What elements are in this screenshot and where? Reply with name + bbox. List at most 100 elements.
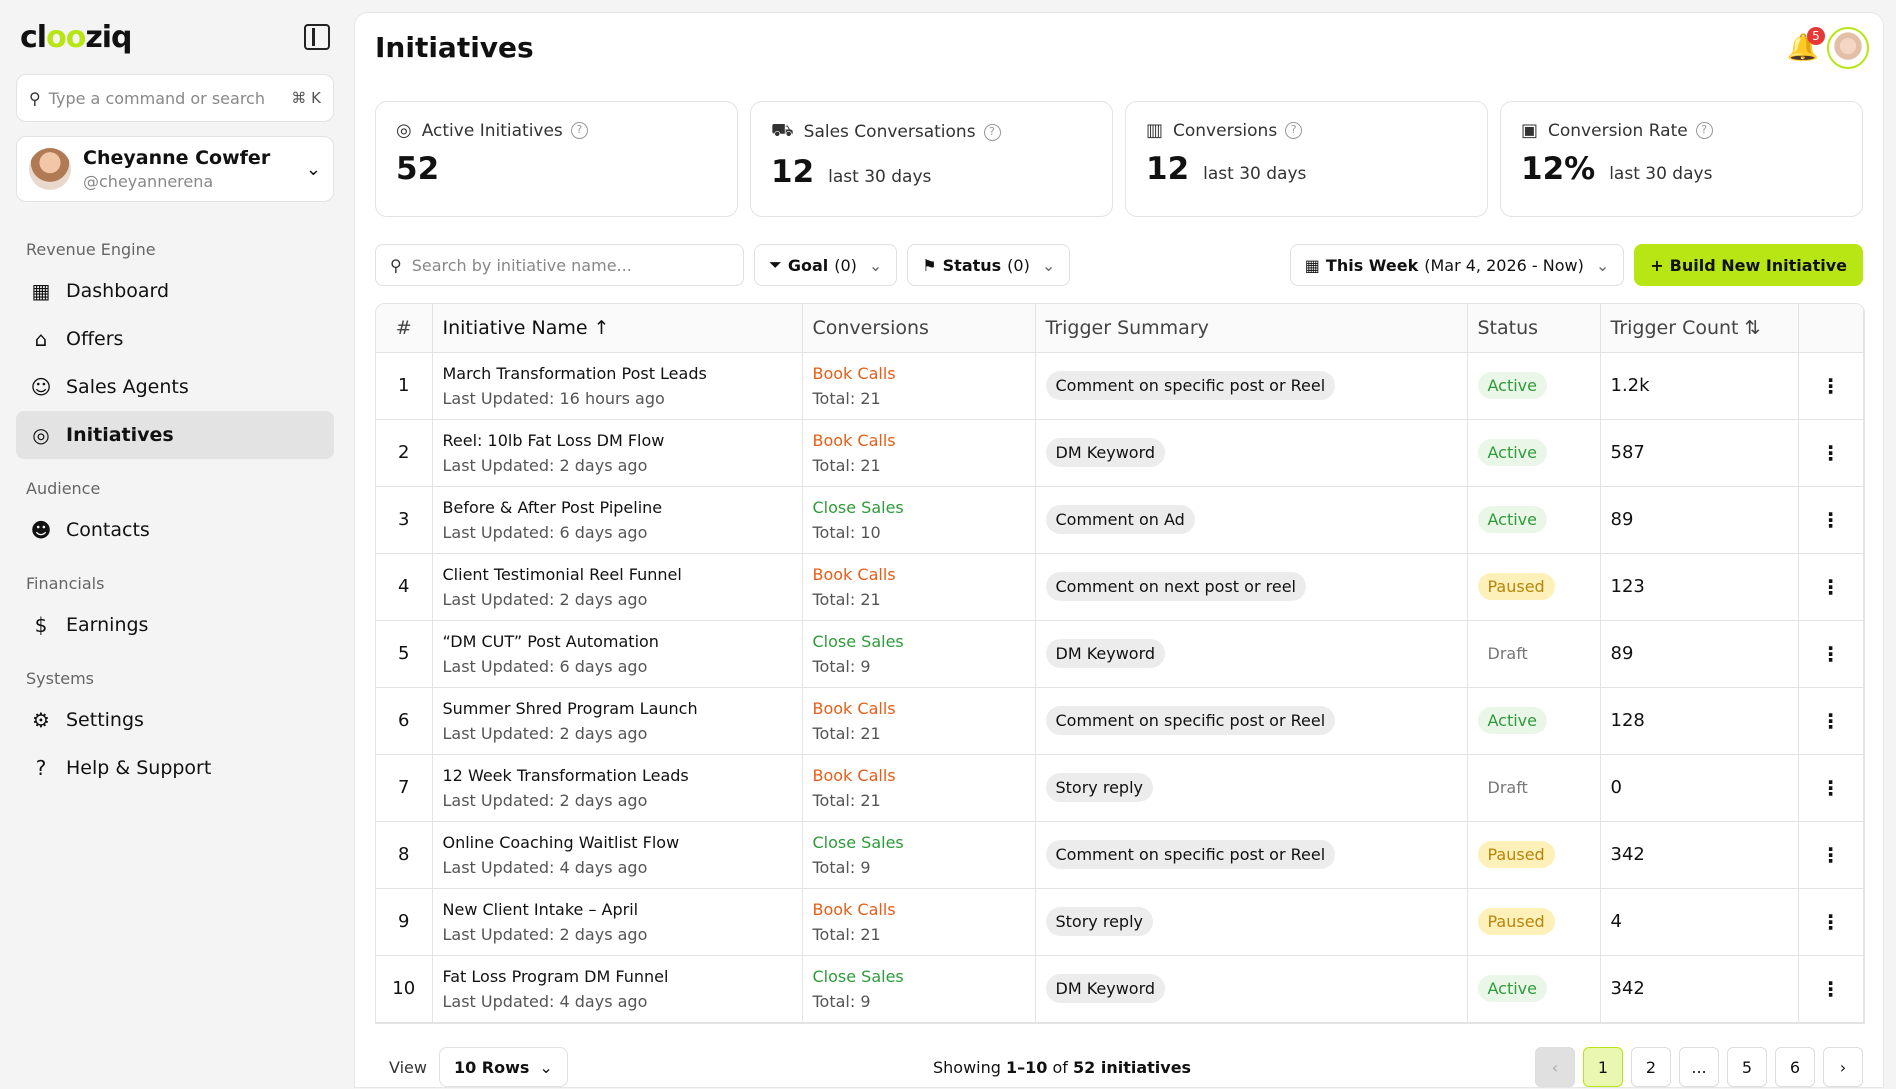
sidebar-item-label: Initiatives bbox=[66, 424, 174, 446]
conversion-total: Total: 21 bbox=[812, 723, 881, 743]
initiative-cell[interactable]: Reel: 10lb Fat Loss DM Flow Last Updated:… bbox=[432, 419, 803, 487]
date-range-picker[interactable]: ▦ This Week (Mar 4, 2026 - Now) ⌄ bbox=[1289, 244, 1625, 286]
status-badge: Paused bbox=[1477, 841, 1555, 868]
initiative-cell[interactable]: Summer Shred Program Launch Last Updated:… bbox=[432, 687, 803, 755]
page-button[interactable]: 5 bbox=[1727, 1047, 1767, 1087]
status-filter[interactable]: ⚑ Status (0) ⌄ bbox=[907, 244, 1071, 286]
trigger-count: 587 bbox=[1600, 419, 1799, 487]
table-row[interactable]: 7 12 Week Transformation Leads Last Update… bbox=[376, 754, 1864, 822]
sidebar-item-help-support[interactable]: ? Help & Support bbox=[16, 744, 334, 792]
notification-badge: 5 bbox=[1807, 27, 1825, 45]
row-actions-icon[interactable]: ⋮ bbox=[1798, 620, 1864, 688]
collapse-sidebar-icon[interactable] bbox=[304, 24, 330, 50]
build-new-initiative-button[interactable]: + Build New Initiative bbox=[1634, 244, 1863, 286]
table-row[interactable]: 3 Before & After Post Pipeline Last Update… bbox=[376, 486, 1864, 554]
help-icon[interactable]: ? bbox=[983, 123, 1001, 141]
initiative-name[interactable]: Summer Shred Program Launch bbox=[442, 698, 698, 718]
sidebar-item-initiatives[interactable]: ◎ Initiatives bbox=[16, 411, 334, 459]
logo[interactable]: clooziq bbox=[20, 19, 133, 55]
row-actions-icon[interactable]: ⋮ bbox=[1798, 687, 1864, 755]
table-row[interactable]: 4 Client Testimonial Reel Funnel Last Upda… bbox=[376, 553, 1864, 621]
page-button[interactable]: 6 bbox=[1775, 1047, 1815, 1087]
row-actions-icon[interactable]: ⋮ bbox=[1798, 486, 1864, 554]
row-actions-icon[interactable]: ⋮ bbox=[1798, 955, 1864, 1023]
sidebar-item-offers[interactable]: ⌂ Offers bbox=[16, 315, 334, 363]
initiative-cell[interactable]: Fat Loss Program DM Funnel Last Updated: … bbox=[432, 955, 803, 1023]
row-actions-icon[interactable]: ⋮ bbox=[1798, 352, 1864, 420]
row-actions-icon[interactable]: ⋮ bbox=[1798, 821, 1864, 889]
row-actions-icon[interactable]: ⋮ bbox=[1798, 888, 1864, 956]
user-switcher[interactable]: Cheyanne Cowfer @cheyannerena ⌄ bbox=[16, 136, 334, 202]
initiative-name[interactable]: March Transformation Post Leads bbox=[442, 363, 707, 383]
initiative-cell[interactable]: Client Testimonial Reel Funnel Last Updat… bbox=[432, 553, 803, 621]
status-cell: Active bbox=[1467, 955, 1601, 1023]
initiative-cell[interactable]: 12 Week Transformation Leads Last Updated… bbox=[432, 754, 803, 822]
sidebar-item-label: Settings bbox=[66, 709, 144, 731]
trigger-count: 342 bbox=[1600, 821, 1799, 889]
table-row[interactable]: 1 March Transformation Post Leads Last Upd… bbox=[376, 352, 1864, 420]
conversion-type: Book Calls bbox=[812, 765, 896, 785]
conversions-cell: Book Calls Total: 21 bbox=[802, 754, 1036, 822]
sidebar-item-earnings[interactable]: $ Earnings bbox=[16, 601, 334, 649]
status-badge: Active bbox=[1477, 707, 1547, 734]
initiative-cell[interactable]: New Client Intake – April Last Updated: 2… bbox=[432, 888, 803, 956]
table-row[interactable]: 2 Reel: 10lb Fat Loss DM Flow Last Updated… bbox=[376, 419, 1864, 487]
command-search[interactable]: ⚲ Type a command or search ⌘ K bbox=[16, 74, 334, 122]
initiative-name[interactable]: New Client Intake – April bbox=[442, 899, 639, 919]
initiative-name[interactable]: Reel: 10lb Fat Loss DM Flow bbox=[442, 430, 665, 450]
sort-asc-icon[interactable]: ↑ bbox=[593, 316, 610, 339]
sidebar-item-sales-agents[interactable]: ☺ Sales Agents bbox=[16, 363, 334, 411]
last-updated: Last Updated: 2 days ago bbox=[442, 723, 648, 743]
goal-filter-count: (0) bbox=[834, 255, 857, 275]
table-row[interactable]: 9 New Client Intake – April Last Updated: … bbox=[376, 888, 1864, 956]
status-badge: Paused bbox=[1477, 573, 1555, 600]
help-icon: ? bbox=[35, 756, 47, 780]
prev-page-button[interactable]: ‹ bbox=[1535, 1047, 1575, 1087]
initiative-name[interactable]: Fat Loss Program DM Funnel bbox=[442, 966, 669, 986]
next-page-button[interactable]: › bbox=[1823, 1047, 1863, 1087]
col-initiative-name[interactable]: Initiative Name ↑ bbox=[432, 304, 803, 353]
sidebar-item-dashboard[interactable]: ▦ Dashboard bbox=[16, 267, 334, 315]
help-icon[interactable]: ? bbox=[1695, 122, 1713, 139]
initiative-name[interactable]: “DM CUT” Post Automation bbox=[442, 631, 659, 651]
goal-filter[interactable]: ⏷ Goal (0) ⌄ bbox=[754, 244, 898, 286]
page-button[interactable]: 1 bbox=[1583, 1047, 1623, 1087]
help-icon[interactable]: ? bbox=[570, 122, 588, 139]
col-trigger-count[interactable]: Trigger Count ⇅ bbox=[1600, 304, 1799, 353]
initiative-search-input[interactable]: ⚲ Search by initiative name... bbox=[375, 244, 744, 286]
initiative-cell[interactable]: Before & After Post Pipeline Last Updated… bbox=[432, 486, 803, 554]
table-row[interactable]: 8 Online Coaching Waitlist Flow Last Updat… bbox=[376, 821, 1864, 889]
sidebar-item-settings[interactable]: ⚙ Settings bbox=[16, 696, 334, 744]
initiative-name[interactable]: Client Testimonial Reel Funnel bbox=[442, 564, 682, 584]
initiative-cell[interactable]: March Transformation Post Leads Last Upda… bbox=[432, 352, 803, 420]
row-number: 8 bbox=[376, 821, 433, 889]
page-button[interactable]: ... bbox=[1679, 1047, 1719, 1087]
initiative-name[interactable]: Before & After Post Pipeline bbox=[442, 497, 663, 517]
sidebar-item-contacts[interactable]: ☻ Contacts bbox=[16, 506, 334, 554]
conversion-type: Book Calls bbox=[812, 363, 896, 383]
table-row[interactable]: 6 Summer Shred Program Launch Last Updated… bbox=[376, 687, 1864, 755]
stats-row: ◎ Active Initiatives? 52 ⛟ Sales Conversatio… bbox=[375, 101, 1863, 217]
initiative-cell[interactable]: Online Coaching Waitlist Flow Last Update… bbox=[432, 821, 803, 889]
trigger-count: 89 bbox=[1600, 620, 1799, 688]
initiative-name[interactable]: Online Coaching Waitlist Flow bbox=[442, 832, 680, 852]
table-row[interactable]: 5 “DM CUT” Post Automation Last Updated: 6… bbox=[376, 620, 1864, 688]
stat-period: last 30 days bbox=[1203, 164, 1307, 184]
calendar-icon: ▦ bbox=[1304, 255, 1320, 275]
status-badge: Draft bbox=[1487, 778, 1528, 797]
sidebar-item-label: Help & Support bbox=[66, 757, 212, 779]
trigger-count: 4 bbox=[1600, 888, 1799, 956]
profile-avatar[interactable] bbox=[1827, 27, 1869, 69]
table-row[interactable]: 10 Fat Loss Program DM Funnel Last Updated… bbox=[376, 955, 1864, 1023]
help-icon[interactable]: ? bbox=[1285, 122, 1303, 139]
row-actions-icon[interactable]: ⋮ bbox=[1798, 553, 1864, 621]
row-actions-icon[interactable]: ⋮ bbox=[1798, 419, 1864, 487]
rows-per-page-select[interactable]: 10 Rows ⌄ bbox=[438, 1047, 568, 1087]
nav-section-label: Audience bbox=[26, 479, 101, 498]
bell-icon[interactable]: 🔔 5 bbox=[1787, 27, 1825, 63]
row-actions-icon[interactable]: ⋮ bbox=[1798, 754, 1864, 822]
sort-icon[interactable]: ⇅ bbox=[1744, 316, 1761, 339]
initiative-name[interactable]: 12 Week Transformation Leads bbox=[442, 765, 689, 785]
initiative-cell[interactable]: “DM CUT” Post Automation Last Updated: 6 … bbox=[432, 620, 803, 688]
page-button[interactable]: 2 bbox=[1631, 1047, 1671, 1087]
